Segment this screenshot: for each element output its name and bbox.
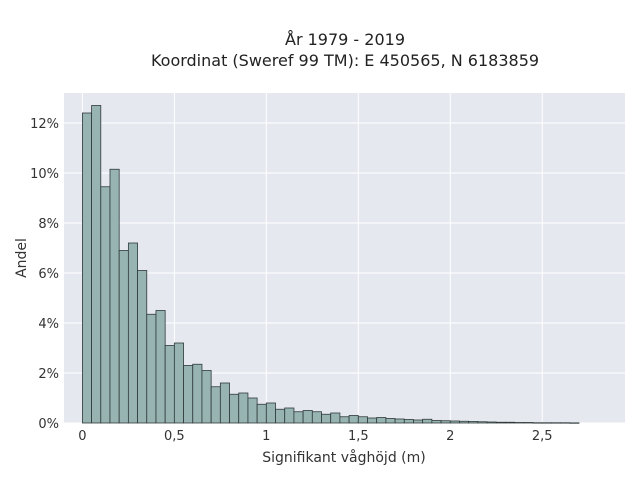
histogram-bar [81,112,92,424]
histogram-bar [146,313,157,424]
histogram-bar [265,402,276,424]
histogram-bar [118,250,129,424]
histogram-bar [293,411,304,424]
histogram-bar [100,186,111,424]
histogram-bar [413,419,424,424]
histogram-bar [183,365,194,424]
histogram-bar [321,413,332,424]
y-tick-label: 12% [30,117,59,132]
histogram-bar [238,392,249,424]
histogram-bar [284,407,295,424]
histogram-bar [247,397,258,424]
histogram-bar [477,421,488,424]
histogram-bar [164,345,175,424]
histogram-bar [330,412,341,424]
chart-title-line1: År 1979 - 2019 [285,30,405,49]
y-tick-label: 4% [38,317,59,332]
histogram-bar [173,342,184,424]
histogram-bar [155,310,166,424]
histogram-bar [367,417,378,424]
histogram-bar [403,419,414,424]
histogram-bar [210,386,221,424]
histogram-bar [137,270,148,424]
y-tick-label: 10% [30,167,59,182]
histogram-bar [514,422,525,424]
x-tick-label: 0 [78,429,86,444]
histogram-bar [302,410,313,424]
histogram-bar [449,420,460,424]
x-tick-label: 1 [262,429,270,444]
y-tick-label: 0% [38,417,59,432]
histogram-bars [81,105,580,424]
histogram-bar [505,421,516,424]
x-tick-label: 2 [446,429,454,444]
histogram-bar [256,403,267,424]
histogram-bar [357,416,368,424]
histogram-bar [468,421,479,424]
histogram-bar [422,418,433,424]
chart-title-line2: Koordinat (Sweref 99 TM): E 450565, N 61… [151,51,539,70]
x-tick-label: 1,5 [348,429,369,444]
histogram-bar [523,422,534,424]
histogram-bar [440,420,451,424]
y-axis-ticks: 0% 2% 4% 6% 8% 10% 12% [30,117,59,432]
histogram-bar [394,418,405,424]
histogram-bar [486,421,497,424]
x-axis-ticks: 0 0,5 1 1,5 2 2,5 [78,429,552,444]
histogram-bar [91,105,102,424]
x-tick-label: 0,5 [164,429,185,444]
histogram-bar [275,408,286,424]
histogram-bar [192,363,203,424]
histogram-bar [229,393,240,424]
x-axis-label: Signifikant våghöjd (m) [262,449,425,466]
histogram-bar [495,421,506,424]
histogram-bar [339,416,350,424]
y-tick-label: 6% [38,267,59,282]
histogram-bar [219,382,230,424]
histogram-bar [348,415,359,424]
histogram-bar [201,370,212,424]
x-tick-label: 2,5 [532,429,553,444]
histogram-bar [311,411,322,424]
histogram-bar [376,417,387,424]
y-tick-label: 8% [38,217,59,232]
histogram-bar [459,420,470,424]
histogram-bar [109,168,120,424]
histogram-bar [127,242,138,424]
histogram-bar [385,418,396,424]
y-axis-label: Andel [14,238,30,278]
y-tick-label: 2% [38,367,59,382]
histogram-bar [431,420,442,424]
